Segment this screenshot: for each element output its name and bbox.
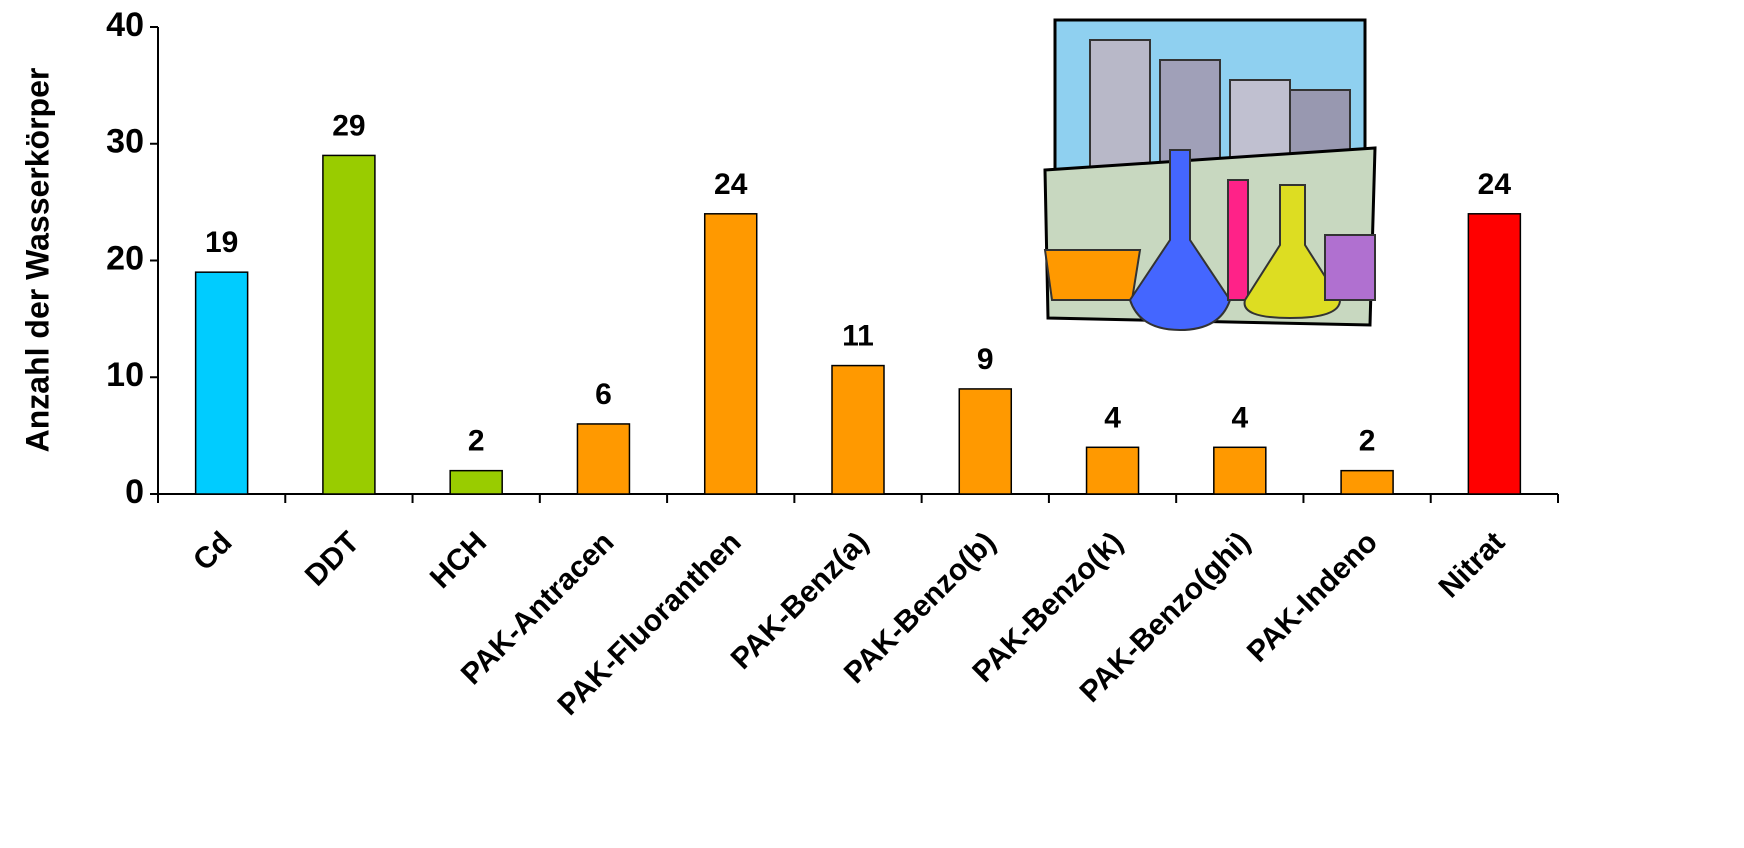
clip-art-tube <box>1227 179 1249 301</box>
bar <box>322 154 376 495</box>
clip-art-beaker <box>1043 249 1142 301</box>
y-tick-label: 20 <box>106 239 144 277</box>
x-tick-label: Nitrat <box>1433 526 1512 605</box>
bar <box>1085 446 1140 495</box>
value-label: 4 <box>1104 401 1121 434</box>
y-tick-label: 10 <box>106 356 144 394</box>
y-axis-label: Anzahl der Wasserkörper <box>19 68 55 453</box>
bar <box>958 388 1013 495</box>
value-label: 24 <box>1478 168 1512 201</box>
bar <box>703 213 758 495</box>
value-label: 2 <box>468 425 485 458</box>
bar <box>449 469 503 495</box>
y-tick-label: 40 <box>106 6 144 44</box>
bar <box>1213 446 1267 495</box>
value-label: 24 <box>714 168 748 201</box>
x-tick-label: DDT <box>299 526 366 593</box>
clip-art <box>1043 18 1377 332</box>
value-label: 6 <box>595 378 612 411</box>
x-tick-label: HCH <box>424 526 493 595</box>
value-label: 19 <box>205 226 238 259</box>
x-tick-label: PAK-Indeno <box>1241 526 1384 669</box>
bar <box>831 364 885 495</box>
value-label: 2 <box>1359 425 1376 458</box>
clip-art-beaker <box>1324 234 1376 301</box>
x-tick-label: Cd <box>187 526 239 578</box>
value-label: 9 <box>977 343 994 376</box>
bar <box>1467 213 1522 495</box>
bar <box>194 271 249 495</box>
value-label: 11 <box>842 320 874 353</box>
value-label: 29 <box>332 109 365 142</box>
bar <box>576 423 631 495</box>
clip-art-flask <box>1128 149 1232 332</box>
y-tick-label: 30 <box>106 123 144 161</box>
y-tick-label: 0 <box>125 473 144 511</box>
bar <box>1340 469 1394 495</box>
value-label: 4 <box>1231 401 1248 434</box>
